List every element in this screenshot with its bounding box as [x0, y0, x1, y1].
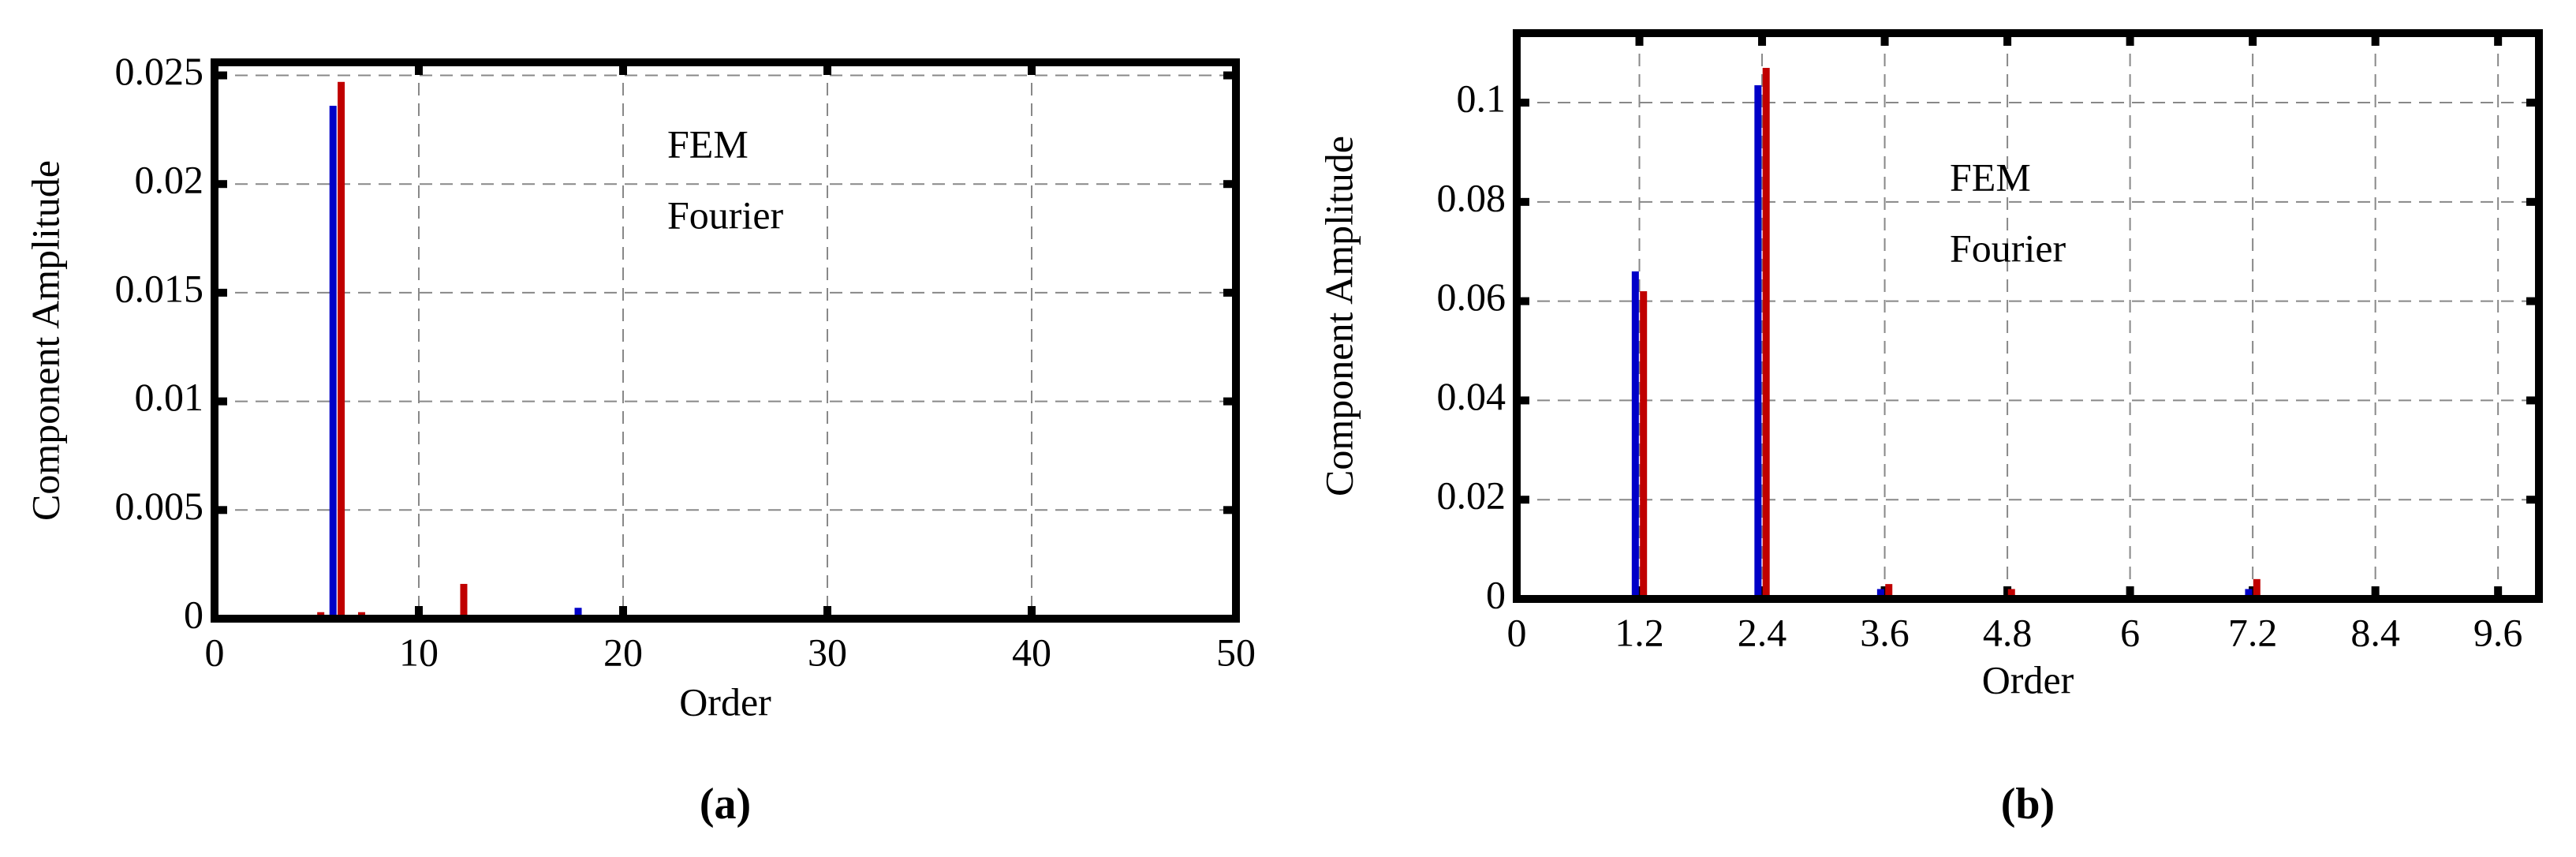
y-tick-label: 0: [1486, 572, 1506, 616]
legend-label: FEM: [667, 122, 749, 166]
bar: [1631, 271, 1639, 599]
x-axis-label: Order: [1982, 657, 2074, 702]
y-tick-label: 0.015: [115, 266, 204, 310]
x-tick-label: 2.4: [1738, 610, 1787, 654]
bar: [329, 106, 337, 619]
y-tick-label: 0.08: [1437, 175, 1506, 219]
x-tick-label: 40: [1012, 630, 1051, 674]
legend-label: Fourier: [667, 193, 784, 237]
x-tick-label: 3.6: [1860, 610, 1910, 654]
x-tick-label: 6: [2120, 610, 2140, 654]
x-tick-label: 9.6: [2473, 610, 2523, 654]
y-tick-label: 0.01: [135, 375, 204, 419]
legend-label: FEM: [1950, 155, 2031, 199]
bar: [1762, 68, 1770, 600]
x-tick-label: 8.4: [2350, 610, 2400, 654]
y-tick-label: 0.1: [1457, 77, 1506, 121]
x-tick-label: 0: [205, 630, 225, 674]
bar: [2245, 589, 2253, 599]
x-tick-label: 50: [1216, 630, 1256, 674]
bar: [2253, 578, 2261, 599]
bar: [1754, 85, 1762, 599]
y-tick-label: 0.06: [1437, 275, 1506, 319]
y-tick-label: 0.04: [1437, 374, 1506, 418]
caption: (b): [2001, 780, 2055, 829]
x-tick-label: 10: [399, 630, 439, 674]
bar: [1640, 291, 1648, 599]
x-tick-label: 7.2: [2228, 610, 2278, 654]
x-axis-label: Order: [679, 679, 771, 724]
x-tick-label: 1.2: [1615, 610, 1664, 654]
y-tick-label: 0.025: [115, 49, 204, 93]
legend-label: Fourier: [1950, 226, 2066, 270]
y-axis-label: Component Amplitude: [1316, 136, 1361, 496]
bar: [574, 608, 582, 619]
x-tick-label: 30: [808, 630, 847, 674]
y-tick-label: 0.005: [115, 484, 204, 528]
caption: (a): [700, 780, 751, 829]
bar: [2007, 589, 2015, 599]
bar: [338, 81, 345, 619]
bar: [1876, 589, 1884, 599]
x-tick-label: 4.8: [1983, 610, 2033, 654]
y-tick-label: 0.02: [1437, 473, 1506, 518]
x-tick-label: 0: [1507, 610, 1527, 654]
plot-frame: [211, 58, 1240, 623]
y-tick-label: 0: [184, 592, 203, 636]
bar: [460, 583, 468, 619]
x-tick-label: 20: [603, 630, 643, 674]
y-tick-label: 0.02: [135, 158, 204, 202]
bar: [1885, 584, 1893, 599]
y-axis-label: Component Amplitude: [23, 160, 67, 521]
plot-frame: [1513, 29, 2543, 603]
